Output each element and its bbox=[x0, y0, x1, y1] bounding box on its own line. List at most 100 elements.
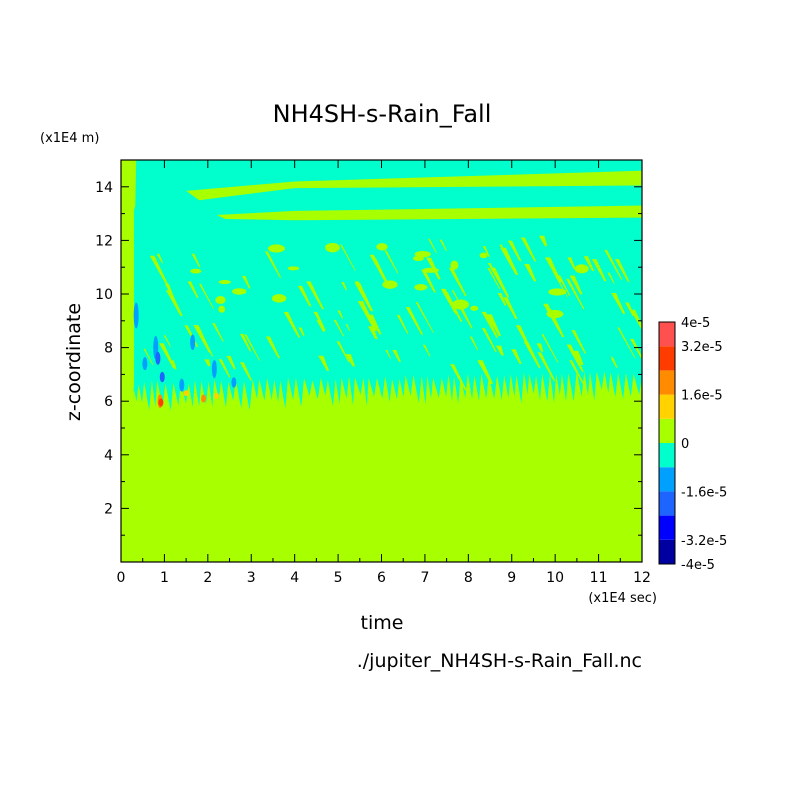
colorbar-segment bbox=[659, 370, 675, 395]
y-tick-label: 2 bbox=[104, 501, 113, 517]
contour-streak bbox=[368, 314, 382, 335]
contour-streak bbox=[482, 246, 490, 257]
contour-streak bbox=[495, 345, 504, 356]
contour-blob bbox=[287, 266, 300, 271]
contour-streak bbox=[345, 354, 356, 367]
contour-streak bbox=[469, 336, 479, 350]
colorbar-segment bbox=[659, 515, 675, 540]
x-axis: 0 1 2 3 4 5 6 7 8 9 10 11 12 bbox=[117, 160, 651, 586]
contour-blob bbox=[548, 288, 567, 296]
contour-blob bbox=[574, 264, 589, 274]
contour-blob bbox=[215, 296, 226, 304]
contour-streak bbox=[610, 356, 618, 368]
contour-streak bbox=[573, 350, 584, 365]
colorbar-segment bbox=[659, 491, 675, 516]
contour-streak bbox=[524, 263, 537, 282]
region-second-band bbox=[216, 205, 642, 221]
contour-streak bbox=[607, 272, 615, 284]
contour-streak bbox=[448, 267, 467, 296]
contour-blob bbox=[451, 299, 470, 310]
y-tick-label: 14 bbox=[95, 180, 113, 196]
contour-blob bbox=[376, 243, 388, 251]
contour-streak bbox=[630, 338, 642, 360]
x-tick-label: 2 bbox=[203, 570, 212, 586]
contour-streak bbox=[566, 278, 585, 310]
contour-streak bbox=[198, 283, 214, 309]
contour-streak bbox=[340, 244, 356, 271]
contour-streak bbox=[538, 235, 548, 247]
contour-streak bbox=[511, 349, 522, 364]
plot-area bbox=[121, 160, 642, 562]
contour-streak bbox=[336, 341, 350, 363]
x-unit-label: (x1E4 sec) bbox=[588, 591, 657, 606]
x-axis-label: time bbox=[361, 612, 404, 634]
x-tick-label: 6 bbox=[377, 570, 386, 586]
y-tick-label: 12 bbox=[95, 233, 113, 249]
contour-streak bbox=[241, 275, 251, 289]
contour-streak bbox=[337, 310, 344, 319]
contour-streak bbox=[481, 328, 497, 352]
contour-blob bbox=[218, 305, 226, 313]
contour-streak bbox=[541, 334, 559, 363]
x-tick-label: 8 bbox=[464, 570, 473, 586]
y-tick-label: 6 bbox=[104, 394, 113, 410]
colorbar-segment bbox=[659, 322, 675, 347]
contour-streak bbox=[591, 259, 607, 282]
x-tick-label: 9 bbox=[507, 570, 516, 586]
contour-streak bbox=[415, 301, 434, 333]
contour-streak bbox=[369, 254, 389, 286]
contour-streak bbox=[544, 257, 562, 283]
colorbar-segment bbox=[659, 418, 675, 443]
contour-streak bbox=[306, 281, 325, 310]
contour-streak bbox=[298, 327, 305, 336]
colorbar: 4e-5 3.2e-5 1.6e-5 0 -1.6e-5 -3.2e-5 -4e-5 bbox=[658, 316, 727, 573]
contour-streak bbox=[218, 359, 231, 378]
contour-streak bbox=[536, 343, 544, 352]
y-tick-label: 4 bbox=[104, 448, 113, 464]
contour-positive-feature bbox=[200, 394, 206, 403]
contour-streak bbox=[422, 344, 431, 357]
colorbar-label: -4e-5 bbox=[681, 558, 715, 573]
contour-streak bbox=[149, 255, 169, 285]
contour-positive-feature bbox=[214, 392, 220, 399]
contour-streak bbox=[297, 285, 312, 307]
colorbar-segment bbox=[659, 443, 675, 468]
contour-streak bbox=[385, 350, 391, 359]
contour-streak bbox=[507, 240, 522, 262]
x-tick-label: 4 bbox=[290, 570, 299, 586]
contour-streak bbox=[316, 320, 325, 332]
contour-streak bbox=[611, 292, 626, 314]
contour-blob bbox=[546, 309, 564, 319]
contour-streak bbox=[384, 250, 399, 274]
contour-streak bbox=[204, 359, 211, 367]
contour-negative-feature bbox=[231, 377, 237, 388]
contour-streak bbox=[193, 325, 212, 353]
contour-streak bbox=[515, 325, 531, 347]
contour-streak bbox=[566, 344, 584, 372]
contour-streak bbox=[617, 327, 636, 359]
region-upper-band bbox=[186, 170, 642, 201]
region-early-column bbox=[121, 160, 137, 394]
contour-negative-feature bbox=[133, 302, 139, 329]
contour-negative-feature bbox=[155, 351, 161, 365]
y-unit-label: (x1E4 m) bbox=[40, 131, 99, 146]
contour-blob bbox=[414, 250, 431, 258]
y-axis-label: z-coordinate bbox=[63, 303, 85, 421]
contour-streak bbox=[523, 341, 541, 368]
contour-blob bbox=[382, 280, 398, 289]
contour-blob bbox=[325, 242, 340, 253]
contour-negative-feature bbox=[211, 359, 217, 379]
contour-blob bbox=[271, 294, 287, 303]
contour-streak bbox=[368, 326, 378, 340]
contour-streak bbox=[396, 314, 409, 334]
contour-streak bbox=[244, 334, 261, 361]
contour-streak bbox=[239, 333, 252, 352]
contour-blob bbox=[414, 284, 428, 291]
colorbar-label: 4e-5 bbox=[681, 316, 710, 331]
colorbar-segment bbox=[659, 394, 675, 419]
contour-streak bbox=[499, 244, 517, 273]
colorbar-segment bbox=[659, 467, 675, 492]
contour-streak bbox=[143, 348, 154, 365]
colorbar-label: 0 bbox=[681, 437, 689, 452]
